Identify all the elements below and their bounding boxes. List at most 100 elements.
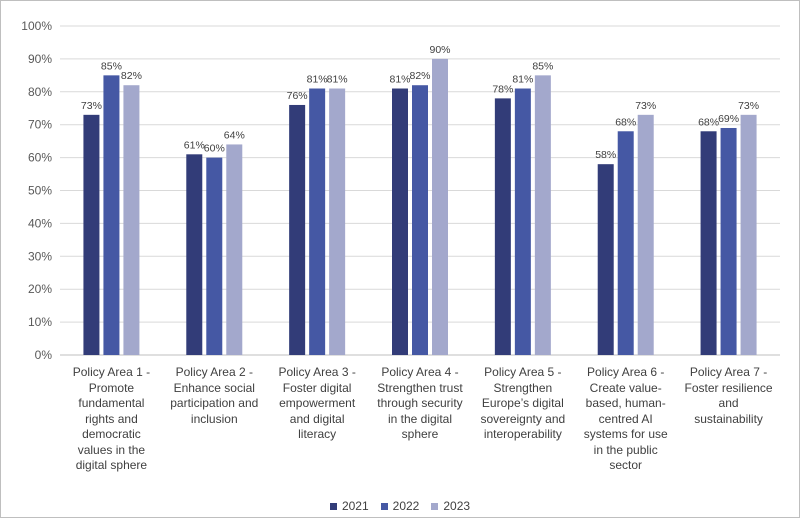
x-category-label-line: Policy Area 1 - xyxy=(72,365,151,379)
bar-2021 xyxy=(392,88,408,355)
x-category-label-line: empowerment xyxy=(279,396,356,410)
x-category-label: Policy Area 4 - Strengthen trust through s… xyxy=(372,365,468,443)
x-category-label-line: and digital xyxy=(289,411,345,426)
x-category-label-line: Policy Area 7 - xyxy=(689,365,768,379)
data-label: 82% xyxy=(409,70,430,82)
x-category-label-line: digital sphere xyxy=(75,458,148,472)
x-category-label-line: Europe’s digital xyxy=(481,396,564,410)
x-category-label-line: Enhance social xyxy=(173,380,255,395)
data-label: 81% xyxy=(327,74,348,86)
x-category-label-line: sovereignty and xyxy=(480,411,566,426)
data-label: 81% xyxy=(389,74,410,86)
legend: 2021 2022 2023 xyxy=(0,499,800,513)
bar-2022 xyxy=(412,85,428,355)
bar-2021 xyxy=(700,131,717,355)
x-category-label: Policy Area 2 - Enhance social participati… xyxy=(166,365,262,427)
x-category-label-line: and xyxy=(718,396,739,410)
data-label: 85% xyxy=(532,60,553,72)
y-tick-label: 80% xyxy=(28,85,52,99)
y-tick-label: 20% xyxy=(28,282,52,296)
x-category-label-line: Foster resilience xyxy=(684,380,773,395)
x-category-label-line: democratic xyxy=(82,427,141,441)
y-axis: 0% 10% 20% 30% 40% 50% 60% 70% 80% 90% 100% xyxy=(21,19,52,362)
bar-2023 xyxy=(432,58,448,356)
legend-item-2022: 2022 xyxy=(380,499,420,513)
bar-2022 xyxy=(617,131,634,355)
data-label: 61% xyxy=(184,139,205,151)
x-category-label-line: inclusion xyxy=(190,411,238,426)
data-label: 73% xyxy=(81,100,102,112)
x-category-label-line: Create value- xyxy=(589,380,662,395)
data-label: 85% xyxy=(101,60,122,72)
legend-swatch xyxy=(329,502,337,510)
data-label: 90% xyxy=(429,44,450,56)
data-labels: 73%85%82%61%60%64%76%81%81% 81%82%90%78%8… xyxy=(81,44,759,161)
bar-2021 xyxy=(83,114,100,355)
x-category-label-line: systems for use xyxy=(583,427,668,441)
x-category-label: Policy Area 6 - Create value-based, human… xyxy=(578,365,674,474)
y-tick-label: 100% xyxy=(21,19,52,33)
bar-2022 xyxy=(206,157,223,355)
x-category-label-line: based, human- xyxy=(585,396,666,410)
bar-2023 xyxy=(534,75,551,355)
data-label: 64% xyxy=(224,129,245,141)
legend-label: 2022 xyxy=(392,499,420,513)
x-category-label-line: participation and xyxy=(170,396,259,410)
data-label: 68% xyxy=(615,116,636,128)
bar-2023 xyxy=(123,85,140,355)
bar-2021 xyxy=(494,98,511,355)
bar-2023 xyxy=(637,114,654,355)
x-category-label-line: Strengthen xyxy=(493,380,553,395)
bar-2021 xyxy=(597,164,614,355)
bar-2022 xyxy=(720,127,737,356)
x-category-label-line: Policy Area 2 - xyxy=(175,365,253,379)
legend-item-2021: 2021 xyxy=(329,499,369,513)
x-category-label-line: Policy Area 3 - xyxy=(278,365,356,379)
data-label: 82% xyxy=(121,70,142,82)
bars xyxy=(83,58,757,356)
x-category-label-line: Policy Area 6 - xyxy=(587,365,665,379)
x-category-label-line: in the public xyxy=(593,442,658,457)
x-category-label-line: rights and xyxy=(85,411,138,426)
x-category-label-line: Promote xyxy=(88,380,135,395)
data-label: 69% xyxy=(718,113,739,125)
x-category-label: Policy Area 5 - Strengthen Europe’s digita… xyxy=(475,365,571,443)
data-label: 68% xyxy=(698,116,719,128)
bar-2021 xyxy=(186,154,203,355)
data-label: 78% xyxy=(492,83,513,95)
legend-label: 2021 xyxy=(341,499,369,513)
y-tick-label: 60% xyxy=(28,151,52,165)
data-label: 60% xyxy=(204,143,225,155)
bar-2021 xyxy=(289,104,306,356)
bar-2023 xyxy=(329,88,346,355)
legend-swatch xyxy=(380,502,388,510)
x-category-label-line: in the digital xyxy=(387,411,453,426)
y-tick-label: 30% xyxy=(28,249,52,263)
x-category-label-line: centred AI xyxy=(598,411,653,426)
x-category-label-line: literacy xyxy=(298,427,337,441)
bar-2022 xyxy=(103,75,120,355)
y-tick-label: 70% xyxy=(28,118,52,132)
x-category-label-line: values in the xyxy=(77,442,146,457)
x-category-label-line: Foster digital xyxy=(282,380,352,395)
y-tick-label: 90% xyxy=(28,52,52,66)
x-category-label: Policy Area 1 - Promote fundamental rights … xyxy=(63,365,159,474)
x-category-label-line: through security xyxy=(377,396,463,410)
x-category-label-line: sustainability xyxy=(694,411,763,426)
data-label: 81% xyxy=(307,74,328,86)
x-category-label-line: fundamental xyxy=(78,396,145,410)
x-category-label-line: sphere xyxy=(401,427,439,441)
bar-2022 xyxy=(514,88,531,355)
data-label: 81% xyxy=(512,74,533,86)
x-category-label-line: Policy Area 4 - xyxy=(381,365,459,379)
y-tick-label: 0% xyxy=(35,348,53,362)
x-category-label-line: Policy Area 5 - xyxy=(484,365,562,379)
legend-label: 2023 xyxy=(443,499,471,513)
x-category-label-line: interoperability xyxy=(483,427,562,441)
data-label: 58% xyxy=(595,149,616,161)
x-category-label-line: Strengthen trust xyxy=(377,380,463,395)
x-category-label: Policy Area 3 - Foster digital empowerment… xyxy=(269,365,365,443)
bar-2023 xyxy=(226,144,243,355)
data-label: 73% xyxy=(738,100,759,112)
x-category-label: Policy Area 7 - Foster resilience and susta… xyxy=(681,365,777,427)
